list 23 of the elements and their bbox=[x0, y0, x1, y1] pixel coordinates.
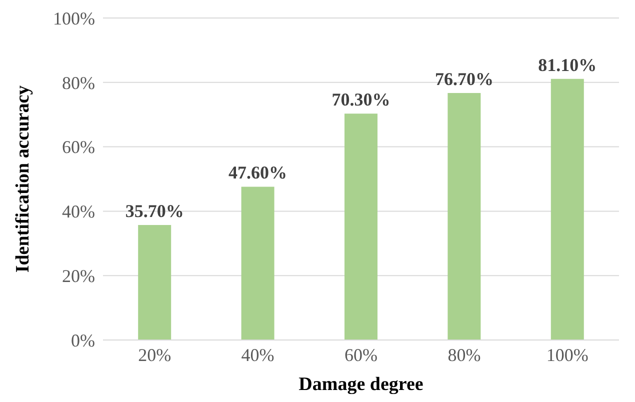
bar bbox=[550, 78, 584, 340]
y-tick-label: 80% bbox=[62, 72, 95, 93]
y-tick-label: 20% bbox=[62, 266, 95, 286]
bar bbox=[138, 225, 172, 340]
x-tick-label: 100% bbox=[546, 344, 588, 365]
y-tick-label: 60% bbox=[62, 137, 95, 158]
x-axis-title: Damage degree bbox=[298, 374, 424, 395]
y-tick-label: 0% bbox=[71, 330, 95, 350]
data-label: 47.60% bbox=[228, 162, 288, 183]
data-label: 35.70% bbox=[125, 201, 184, 222]
data-label: 70.30% bbox=[332, 90, 390, 110]
bar bbox=[344, 114, 378, 340]
data-label: 81.10% bbox=[538, 54, 597, 75]
y-tick-label: 100% bbox=[53, 8, 95, 28]
x-tick-label: 80% bbox=[448, 344, 481, 365]
x-tick-label: 40% bbox=[241, 344, 274, 365]
y-axis-title: Identification accuracy bbox=[12, 84, 34, 273]
x-tick-label: 60% bbox=[344, 344, 378, 365]
bar bbox=[241, 186, 274, 340]
bar bbox=[448, 93, 481, 340]
y-tick-label: 40% bbox=[62, 202, 95, 222]
x-tick-label: 20% bbox=[138, 344, 172, 365]
data-label: 76.70% bbox=[434, 69, 494, 90]
